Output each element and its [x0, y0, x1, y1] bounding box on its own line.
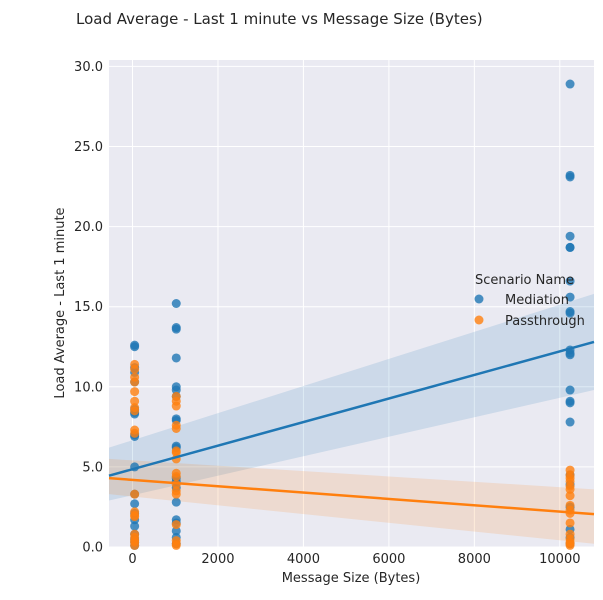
point-mediation: [565, 292, 575, 302]
point-passthrough: [130, 428, 140, 438]
point-passthrough: [171, 489, 181, 499]
x-tick-label: 2000: [201, 552, 234, 567]
point-passthrough: [565, 484, 575, 494]
point-passthrough: [130, 396, 140, 406]
point-mediation: [171, 526, 181, 536]
x-axis-label: Message Size (Bytes): [282, 571, 421, 586]
y-axis-label: Load Average - Last 1 minute: [53, 207, 68, 398]
y-tick-label: 5.0: [82, 460, 103, 475]
point-passthrough: [130, 364, 140, 374]
point-passthrough: [130, 489, 140, 499]
point-passthrough: [565, 540, 575, 550]
point-passthrough: [171, 540, 181, 550]
x-tick-label: 10000: [539, 552, 580, 567]
y-tick-label: 0.0: [82, 541, 103, 556]
y-tick-label: 30.0: [74, 60, 103, 75]
grid-lines: [109, 60, 594, 548]
legend: Scenario Name Mediation Passthrough: [474, 273, 585, 329]
point-mediation: [565, 350, 575, 360]
point-mediation: [171, 299, 181, 308]
point-mediation: [565, 276, 575, 286]
point-mediation: [565, 385, 575, 395]
point-passthrough: [130, 540, 140, 550]
x-tick-label: 8000: [458, 552, 491, 567]
ci-band-passthrough: [109, 458, 594, 544]
point-mediation: [565, 308, 575, 318]
point-mediation: [565, 242, 575, 252]
point-passthrough: [171, 401, 181, 411]
legend-marker-passthrough: [474, 315, 484, 325]
point-mediation: [171, 497, 181, 507]
point-mediation: [171, 324, 181, 334]
point-mediation: [565, 172, 575, 182]
point-mediation: [565, 398, 575, 408]
legend-title: Scenario Name: [475, 273, 574, 288]
legend-label-mediation: Mediation: [505, 293, 569, 308]
legend-marker-mediation: [474, 294, 484, 304]
x-tick-label: 0: [128, 552, 136, 567]
ci-band-mediation: [109, 293, 594, 501]
point-mediation: [130, 521, 140, 531]
x-axis-ticks: 0 2000 4000 6000 8000 10000: [128, 552, 580, 567]
point-mediation: [130, 342, 140, 352]
x-tick-label: 4000: [287, 552, 320, 567]
x-tick-label: 6000: [372, 552, 405, 567]
point-passthrough: [171, 520, 181, 530]
point-mediation: [565, 79, 575, 89]
confidence-bands: [109, 293, 594, 544]
point-passthrough: [171, 423, 181, 433]
regression-lines: [108, 340, 595, 516]
point-passthrough: [171, 472, 181, 482]
legend-label-passthrough: Passthrough: [505, 314, 585, 329]
y-tick-label: 10.0: [74, 380, 103, 395]
plot-background: [109, 60, 594, 547]
chart-title: Load Average - Last 1 minute vs Message …: [76, 10, 483, 28]
y-axis-ticks: 0.0 5.0 10.0 15.0 20.0 25.0 30.0: [74, 60, 103, 556]
y-tick-label: 15.0: [74, 300, 103, 315]
point-passthrough: [171, 447, 181, 457]
point-mediation: [130, 499, 140, 509]
point-mediation: [565, 231, 575, 241]
point-passthrough: [565, 491, 575, 501]
point-passthrough: [565, 518, 575, 528]
point-passthrough: [130, 512, 140, 522]
y-tick-label: 25.0: [74, 140, 103, 155]
point-mediation: [171, 385, 181, 395]
point-mediation: [171, 353, 181, 363]
point-mediation: [565, 417, 575, 427]
point-passthrough: [130, 406, 140, 416]
point-passthrough: [130, 387, 140, 397]
regression-line-passthrough: [108, 476, 595, 516]
y-tick-label: 20.0: [74, 220, 103, 235]
point-passthrough: [130, 377, 140, 387]
regression-line-mediation: [108, 340, 595, 477]
